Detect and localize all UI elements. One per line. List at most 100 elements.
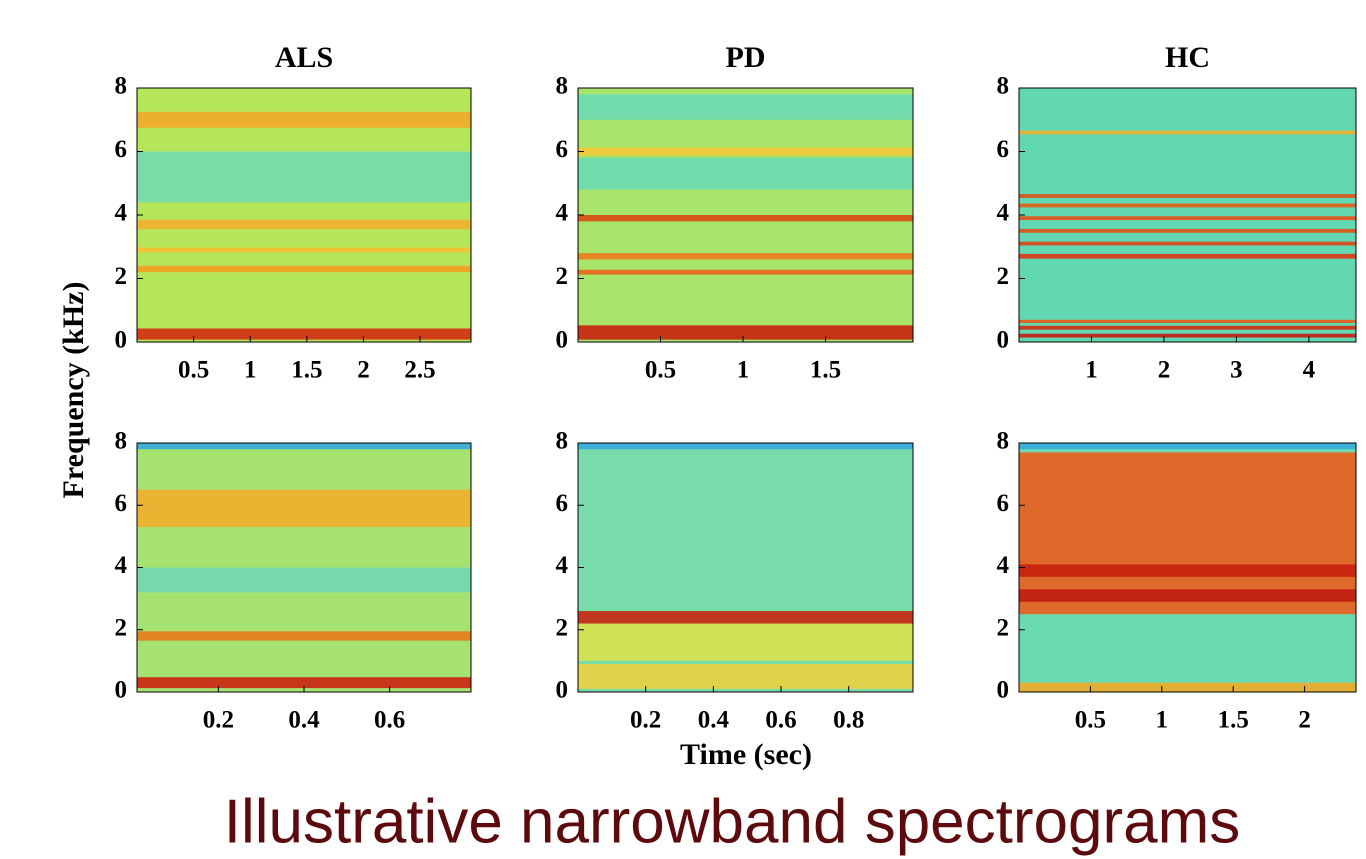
- band: [137, 151, 471, 203]
- y-tick-label: 6: [997, 136, 1010, 163]
- band: [578, 623, 913, 661]
- x-tick-label: 0.8: [833, 707, 864, 734]
- band: [578, 269, 913, 275]
- band: [1019, 443, 1356, 450]
- plot-area: [1019, 443, 1356, 692]
- y-tick-label: 0: [556, 327, 569, 354]
- y-tick-label: 4: [997, 552, 1010, 579]
- y-tick-label: 0: [115, 327, 128, 354]
- y-tick-label: 8: [115, 428, 128, 455]
- plot-area: [137, 88, 471, 342]
- x-tick-label: 1: [737, 357, 750, 384]
- x-tick-label: 0.2: [630, 707, 661, 734]
- y-tick-label: 8: [997, 73, 1010, 100]
- plot-area: [578, 88, 913, 342]
- y-tick-label: 6: [556, 490, 569, 517]
- x-tick-label: 0.5: [1075, 707, 1106, 734]
- y-tick-label: 0: [997, 677, 1010, 704]
- band: [578, 663, 913, 689]
- band: [137, 247, 471, 253]
- x-tick-label: 2: [1298, 707, 1311, 734]
- y-tick-label: 8: [556, 73, 569, 100]
- band: [137, 631, 471, 641]
- spectrogram-background: [137, 88, 471, 342]
- band: [1019, 203, 1356, 208]
- x-tick-label: 3: [1230, 357, 1243, 384]
- y-axis-label: Frequency (kHz): [57, 282, 90, 499]
- band: [1019, 589, 1356, 602]
- y-tick-label: 4: [556, 552, 569, 579]
- x-tick-label: 0.2: [203, 707, 234, 734]
- band: [578, 443, 913, 450]
- y-tick-label: 6: [556, 136, 569, 163]
- y-tick-label: 4: [115, 200, 128, 227]
- x-tick-label: 0.5: [178, 357, 209, 384]
- y-tick-label: 4: [115, 552, 128, 579]
- panel-title: PD: [726, 41, 766, 74]
- band: [137, 489, 471, 528]
- y-tick-label: 2: [997, 614, 1010, 641]
- panel-title: HC: [1165, 41, 1210, 74]
- y-tick-label: 2: [115, 614, 128, 641]
- x-tick-label: 0.6: [374, 707, 405, 734]
- y-tick-label: 6: [115, 136, 128, 163]
- band: [1019, 228, 1356, 233]
- y-tick-label: 4: [556, 200, 569, 227]
- y-tick-label: 0: [115, 677, 128, 704]
- band: [137, 443, 471, 450]
- y-tick-label: 8: [115, 73, 128, 100]
- y-tick-label: 2: [115, 263, 128, 290]
- band: [1019, 319, 1356, 323]
- spectrogram-background: [1019, 88, 1356, 342]
- x-tick-label: 0.6: [765, 707, 796, 734]
- band: [578, 611, 913, 624]
- x-tick-label: 2: [1158, 357, 1171, 384]
- band: [1019, 564, 1356, 577]
- y-tick-label: 0: [997, 327, 1010, 354]
- band: [1019, 241, 1356, 246]
- y-tick-label: 2: [997, 263, 1010, 290]
- y-tick-label: 0: [556, 677, 569, 704]
- y-tick-label: 2: [556, 614, 569, 641]
- y-tick-label: 4: [997, 200, 1010, 227]
- y-tick-label: 2: [556, 263, 569, 290]
- x-tick-label: 1.5: [810, 357, 841, 384]
- band: [137, 328, 471, 340]
- plot-area: [1019, 88, 1356, 342]
- x-tick-label: 0.5: [645, 357, 676, 384]
- plot-area: [137, 443, 471, 692]
- band: [1019, 325, 1356, 330]
- panel-title: ALS: [275, 41, 333, 74]
- y-tick-label: 6: [997, 490, 1010, 517]
- band: [578, 215, 913, 222]
- x-tick-label: 0.4: [698, 707, 730, 734]
- x-axis-label: Time (sec): [680, 738, 812, 771]
- band: [1019, 333, 1356, 338]
- x-tick-label: 2: [357, 357, 370, 384]
- x-tick-label: 1.5: [291, 357, 322, 384]
- x-tick-label: 2.5: [404, 357, 435, 384]
- x-tick-label: 0.4: [288, 707, 320, 734]
- band: [578, 157, 913, 190]
- band: [137, 677, 471, 689]
- band: [137, 219, 471, 230]
- x-tick-label: 1: [1085, 357, 1098, 384]
- band: [578, 325, 913, 340]
- y-tick-label: 6: [115, 490, 128, 517]
- x-tick-label: 1.5: [1218, 707, 1249, 734]
- band: [137, 567, 471, 593]
- x-tick-label: 1: [1156, 707, 1169, 734]
- band: [578, 253, 913, 260]
- band: [137, 111, 471, 128]
- x-tick-label: 1: [244, 357, 257, 384]
- band: [1019, 452, 1356, 615]
- y-tick-label: 8: [997, 428, 1010, 455]
- band: [1019, 194, 1356, 198]
- band: [578, 94, 913, 120]
- y-tick-label: 8: [556, 428, 569, 455]
- band: [1019, 216, 1356, 221]
- caption: Illustrative narrowband spectrograms: [224, 787, 1241, 856]
- plot-area: [578, 443, 913, 692]
- band: [1019, 130, 1356, 135]
